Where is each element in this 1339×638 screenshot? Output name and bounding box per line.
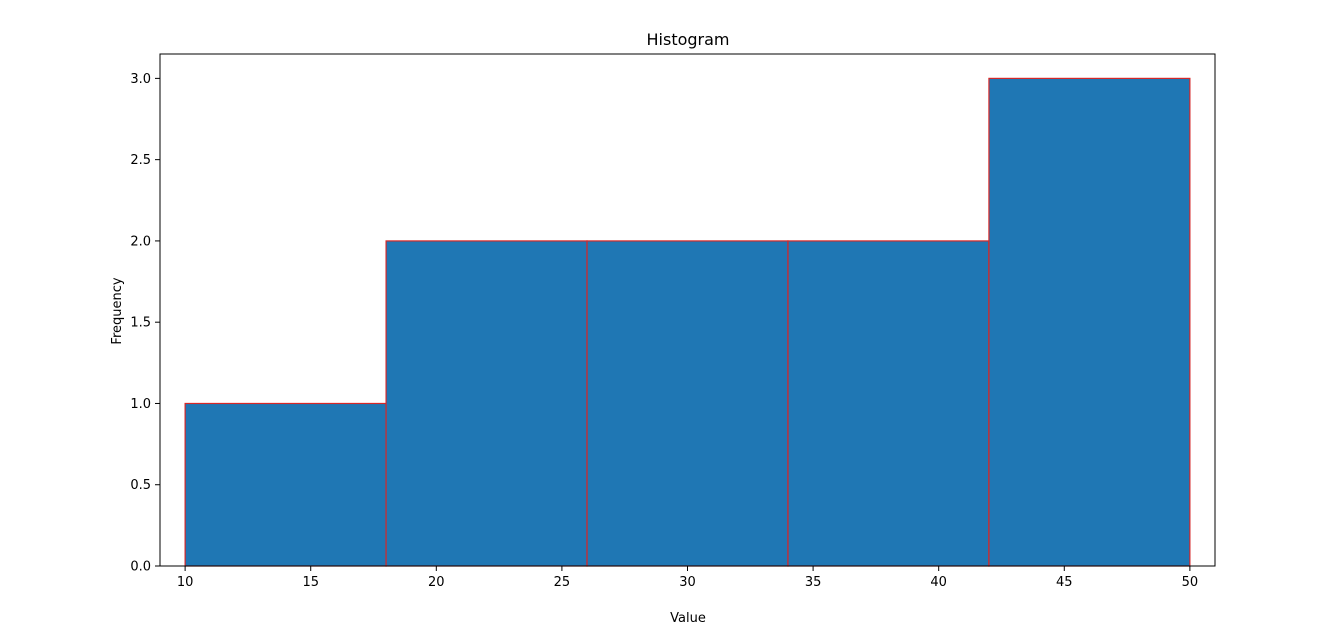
y-tick-label: 0.5: [130, 478, 151, 493]
histogram-bar-1: [184, 402, 387, 567]
y-axis-ticks: 0.0 0.5 1.0 1.5 2.0 2.5 3.0: [130, 72, 160, 575]
histogram-bar-5: [988, 77, 1191, 567]
x-axis-label: Value: [670, 611, 706, 626]
x-tick-label: 30: [679, 575, 696, 590]
x-axis-ticks: 10 15 20 25 30 35 40 45 50: [177, 566, 1198, 590]
bars-group: [184, 77, 1191, 567]
histogram-bar-4: [787, 240, 990, 567]
histogram-bar-3: [586, 240, 789, 567]
y-tick-label: 2.5: [130, 153, 151, 168]
y-tick-label: 2.0: [130, 234, 151, 249]
x-tick-label: 50: [1182, 575, 1199, 590]
x-tick-label: 25: [554, 575, 571, 590]
y-tick-label: 0.0: [130, 560, 151, 575]
x-tick-label: 20: [428, 575, 445, 590]
x-tick-label: 35: [805, 575, 822, 590]
x-tick-label: 15: [302, 575, 319, 590]
y-tick-label: 1.0: [130, 397, 151, 412]
chart-title: Histogram: [647, 30, 730, 49]
x-tick-label: 45: [1056, 575, 1073, 590]
x-tick-label: 40: [930, 575, 947, 590]
histogram-bar-2: [385, 240, 588, 567]
x-tick-label: 10: [177, 575, 194, 590]
y-tick-label: 3.0: [130, 72, 151, 87]
y-axis-label: Frequency: [110, 277, 125, 344]
y-tick-label: 1.5: [130, 316, 151, 331]
